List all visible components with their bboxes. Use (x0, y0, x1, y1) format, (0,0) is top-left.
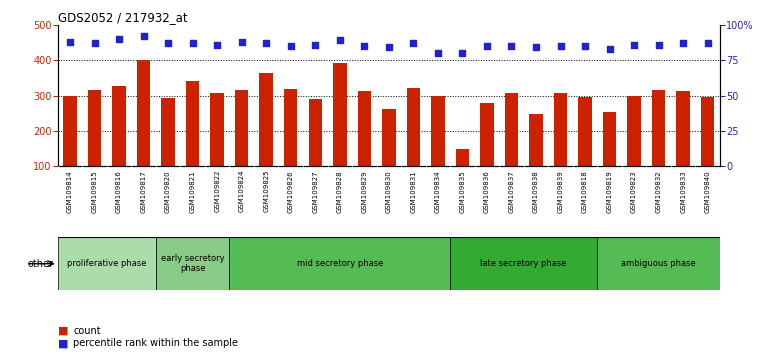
Point (186, 40, 199, 46)
Bar (456, 149, 469, 202)
Point (432, 50, 444, 56)
Text: GSM109837: GSM109837 (508, 170, 514, 213)
Bar (628, 96, 641, 202)
Bar (259, 73, 273, 202)
Text: other: other (28, 259, 54, 269)
Bar (701, 97, 715, 202)
Text: late secretory phase: late secretory phase (480, 259, 567, 268)
Text: GSM109832: GSM109832 (655, 170, 661, 212)
Bar (529, 114, 543, 202)
Point (236, 39, 248, 45)
Bar (598, 237, 720, 290)
Text: GSM109828: GSM109828 (336, 170, 343, 212)
Bar (554, 93, 567, 202)
Bar (229, 237, 450, 290)
Text: GSM109818: GSM109818 (582, 170, 588, 213)
Text: GSM109827: GSM109827 (313, 170, 318, 212)
Point (579, 43, 591, 49)
Point (113, 36, 126, 42)
Point (530, 45, 542, 50)
Text: GSM109833: GSM109833 (680, 170, 686, 213)
Text: proliferative phase: proliferative phase (67, 259, 146, 268)
Point (652, 42, 665, 47)
Point (211, 42, 223, 47)
Bar (333, 63, 347, 202)
Bar (431, 96, 444, 202)
Bar (505, 93, 518, 202)
Bar (162, 98, 175, 202)
Point (64, 39, 76, 45)
Text: early secretory
phase: early secretory phase (161, 254, 225, 273)
Bar (480, 103, 494, 202)
Point (628, 42, 641, 47)
Point (457, 50, 469, 56)
Text: GSM109820: GSM109820 (165, 170, 171, 212)
Text: GSM109840: GSM109840 (705, 170, 711, 212)
Bar (357, 91, 371, 202)
Text: GSM109823: GSM109823 (631, 170, 637, 212)
Text: ■: ■ (58, 338, 69, 348)
Text: GSM109815: GSM109815 (92, 170, 98, 212)
Point (358, 43, 370, 49)
Text: GSM109839: GSM109839 (557, 170, 564, 213)
Text: GSM109825: GSM109825 (263, 170, 270, 212)
Point (162, 40, 174, 46)
Bar (235, 90, 249, 202)
Point (677, 40, 689, 46)
Bar (88, 90, 102, 202)
Point (383, 45, 395, 50)
Text: GSM109826: GSM109826 (288, 170, 293, 212)
Bar (450, 237, 598, 290)
Text: GSM109822: GSM109822 (214, 170, 220, 212)
Bar (652, 90, 665, 202)
Point (407, 40, 420, 46)
Text: ■: ■ (58, 326, 69, 336)
Bar (210, 93, 224, 202)
Bar (112, 86, 126, 202)
Text: percentile rank within the sample: percentile rank within the sample (73, 338, 238, 348)
Bar (578, 97, 592, 202)
Text: GSM109838: GSM109838 (533, 170, 539, 213)
Text: GSM109831: GSM109831 (410, 170, 417, 213)
Bar (407, 88, 420, 202)
Text: GSM109829: GSM109829 (361, 170, 367, 212)
Bar (63, 96, 77, 202)
Text: GSM109816: GSM109816 (116, 170, 122, 213)
Point (137, 33, 149, 39)
Point (309, 42, 321, 47)
Bar (156, 237, 229, 290)
Text: GSM109814: GSM109814 (67, 170, 73, 212)
Bar (676, 91, 690, 202)
Text: mid secretory phase: mid secretory phase (296, 259, 383, 268)
Bar (137, 60, 150, 202)
Text: GSM109834: GSM109834 (435, 170, 441, 212)
Point (505, 43, 517, 49)
Bar (186, 81, 199, 202)
Text: GSM109819: GSM109819 (607, 170, 613, 213)
Point (701, 40, 714, 46)
Text: GSM109821: GSM109821 (189, 170, 196, 212)
Bar (603, 112, 616, 202)
Point (604, 46, 616, 52)
Bar (284, 89, 297, 202)
Point (480, 43, 493, 49)
Bar (382, 109, 396, 202)
Text: GDS2052 / 217932_at: GDS2052 / 217932_at (58, 11, 187, 24)
Text: GSM109835: GSM109835 (460, 170, 465, 212)
Bar (309, 99, 322, 202)
Point (333, 38, 346, 43)
Point (89, 40, 101, 46)
Text: ambiguous phase: ambiguous phase (621, 259, 696, 268)
Point (554, 43, 567, 49)
Text: GSM109836: GSM109836 (484, 170, 490, 213)
Point (260, 40, 273, 46)
Text: count: count (73, 326, 101, 336)
Point (285, 43, 297, 49)
Bar (58, 237, 156, 290)
Text: GSM109817: GSM109817 (141, 170, 146, 213)
Text: GSM109824: GSM109824 (239, 170, 245, 212)
Text: GSM109830: GSM109830 (386, 170, 392, 213)
